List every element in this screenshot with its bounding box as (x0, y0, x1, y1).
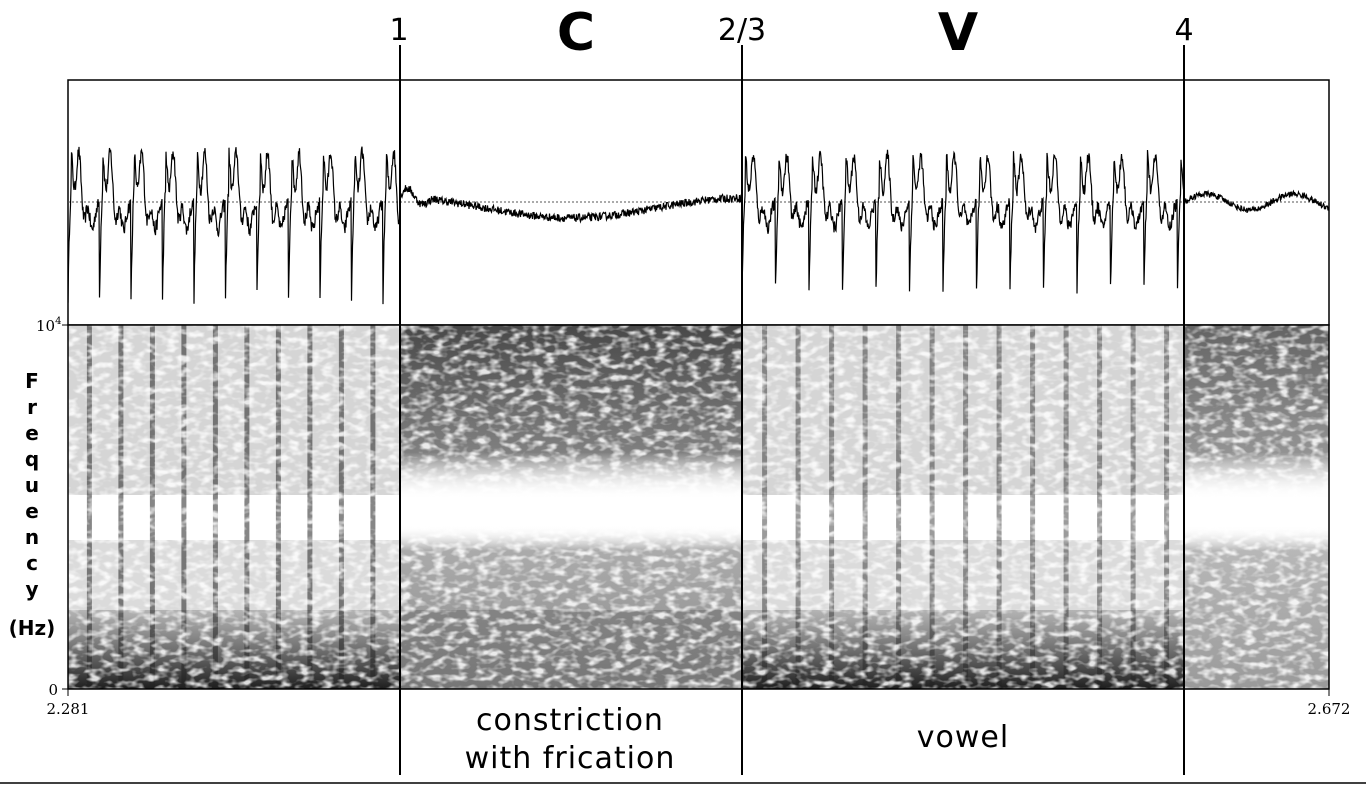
spectrogram-noise-overlay (68, 325, 1329, 689)
y-axis-letter: e (25, 499, 39, 523)
y-axis-letter: q (25, 447, 39, 471)
waveform-trace (68, 146, 1329, 305)
y-axis-top-tick-base: 10 (36, 317, 55, 335)
time-axis-start-label: 2.281 (47, 700, 90, 718)
spectrogram-panel (67, 324, 1330, 690)
vowel-label: vowel (917, 720, 1009, 755)
y-axis-letter: r (27, 395, 37, 419)
y-axis-letter: c (26, 551, 38, 575)
boundary-label-4: 4 (1174, 13, 1193, 48)
time-axis-end-label: 2.672 (1308, 700, 1351, 718)
segment-label-vowel: V (938, 3, 978, 63)
y-axis-letter: y (25, 577, 38, 601)
y-axis-top-tick-label: 104 (36, 316, 61, 335)
waveform-frame (67, 79, 1330, 326)
segment-label-consonant: C (557, 3, 595, 63)
boundary-label-1: 1 (389, 13, 408, 48)
y-axis-letter: F (25, 369, 39, 393)
y-axis-label: F r e q u e n c y (Hz) (9, 369, 56, 640)
y-axis-top-tick-exponent: 4 (55, 316, 61, 327)
y-axis-unit: (Hz) (9, 616, 56, 640)
constriction-label-line1: constriction (476, 703, 664, 738)
y-axis-letter: u (25, 473, 39, 497)
y-axis-letter: e (25, 421, 39, 445)
y-axis-bottom-tick-label: 0 (48, 681, 58, 699)
constriction-label-line2: with frication (465, 741, 676, 776)
waveform-panel (67, 79, 1330, 326)
spectrogram-frame (67, 324, 1330, 690)
boundary-label-2-3: 2/3 (718, 13, 766, 48)
y-axis-letter: n (25, 525, 39, 549)
